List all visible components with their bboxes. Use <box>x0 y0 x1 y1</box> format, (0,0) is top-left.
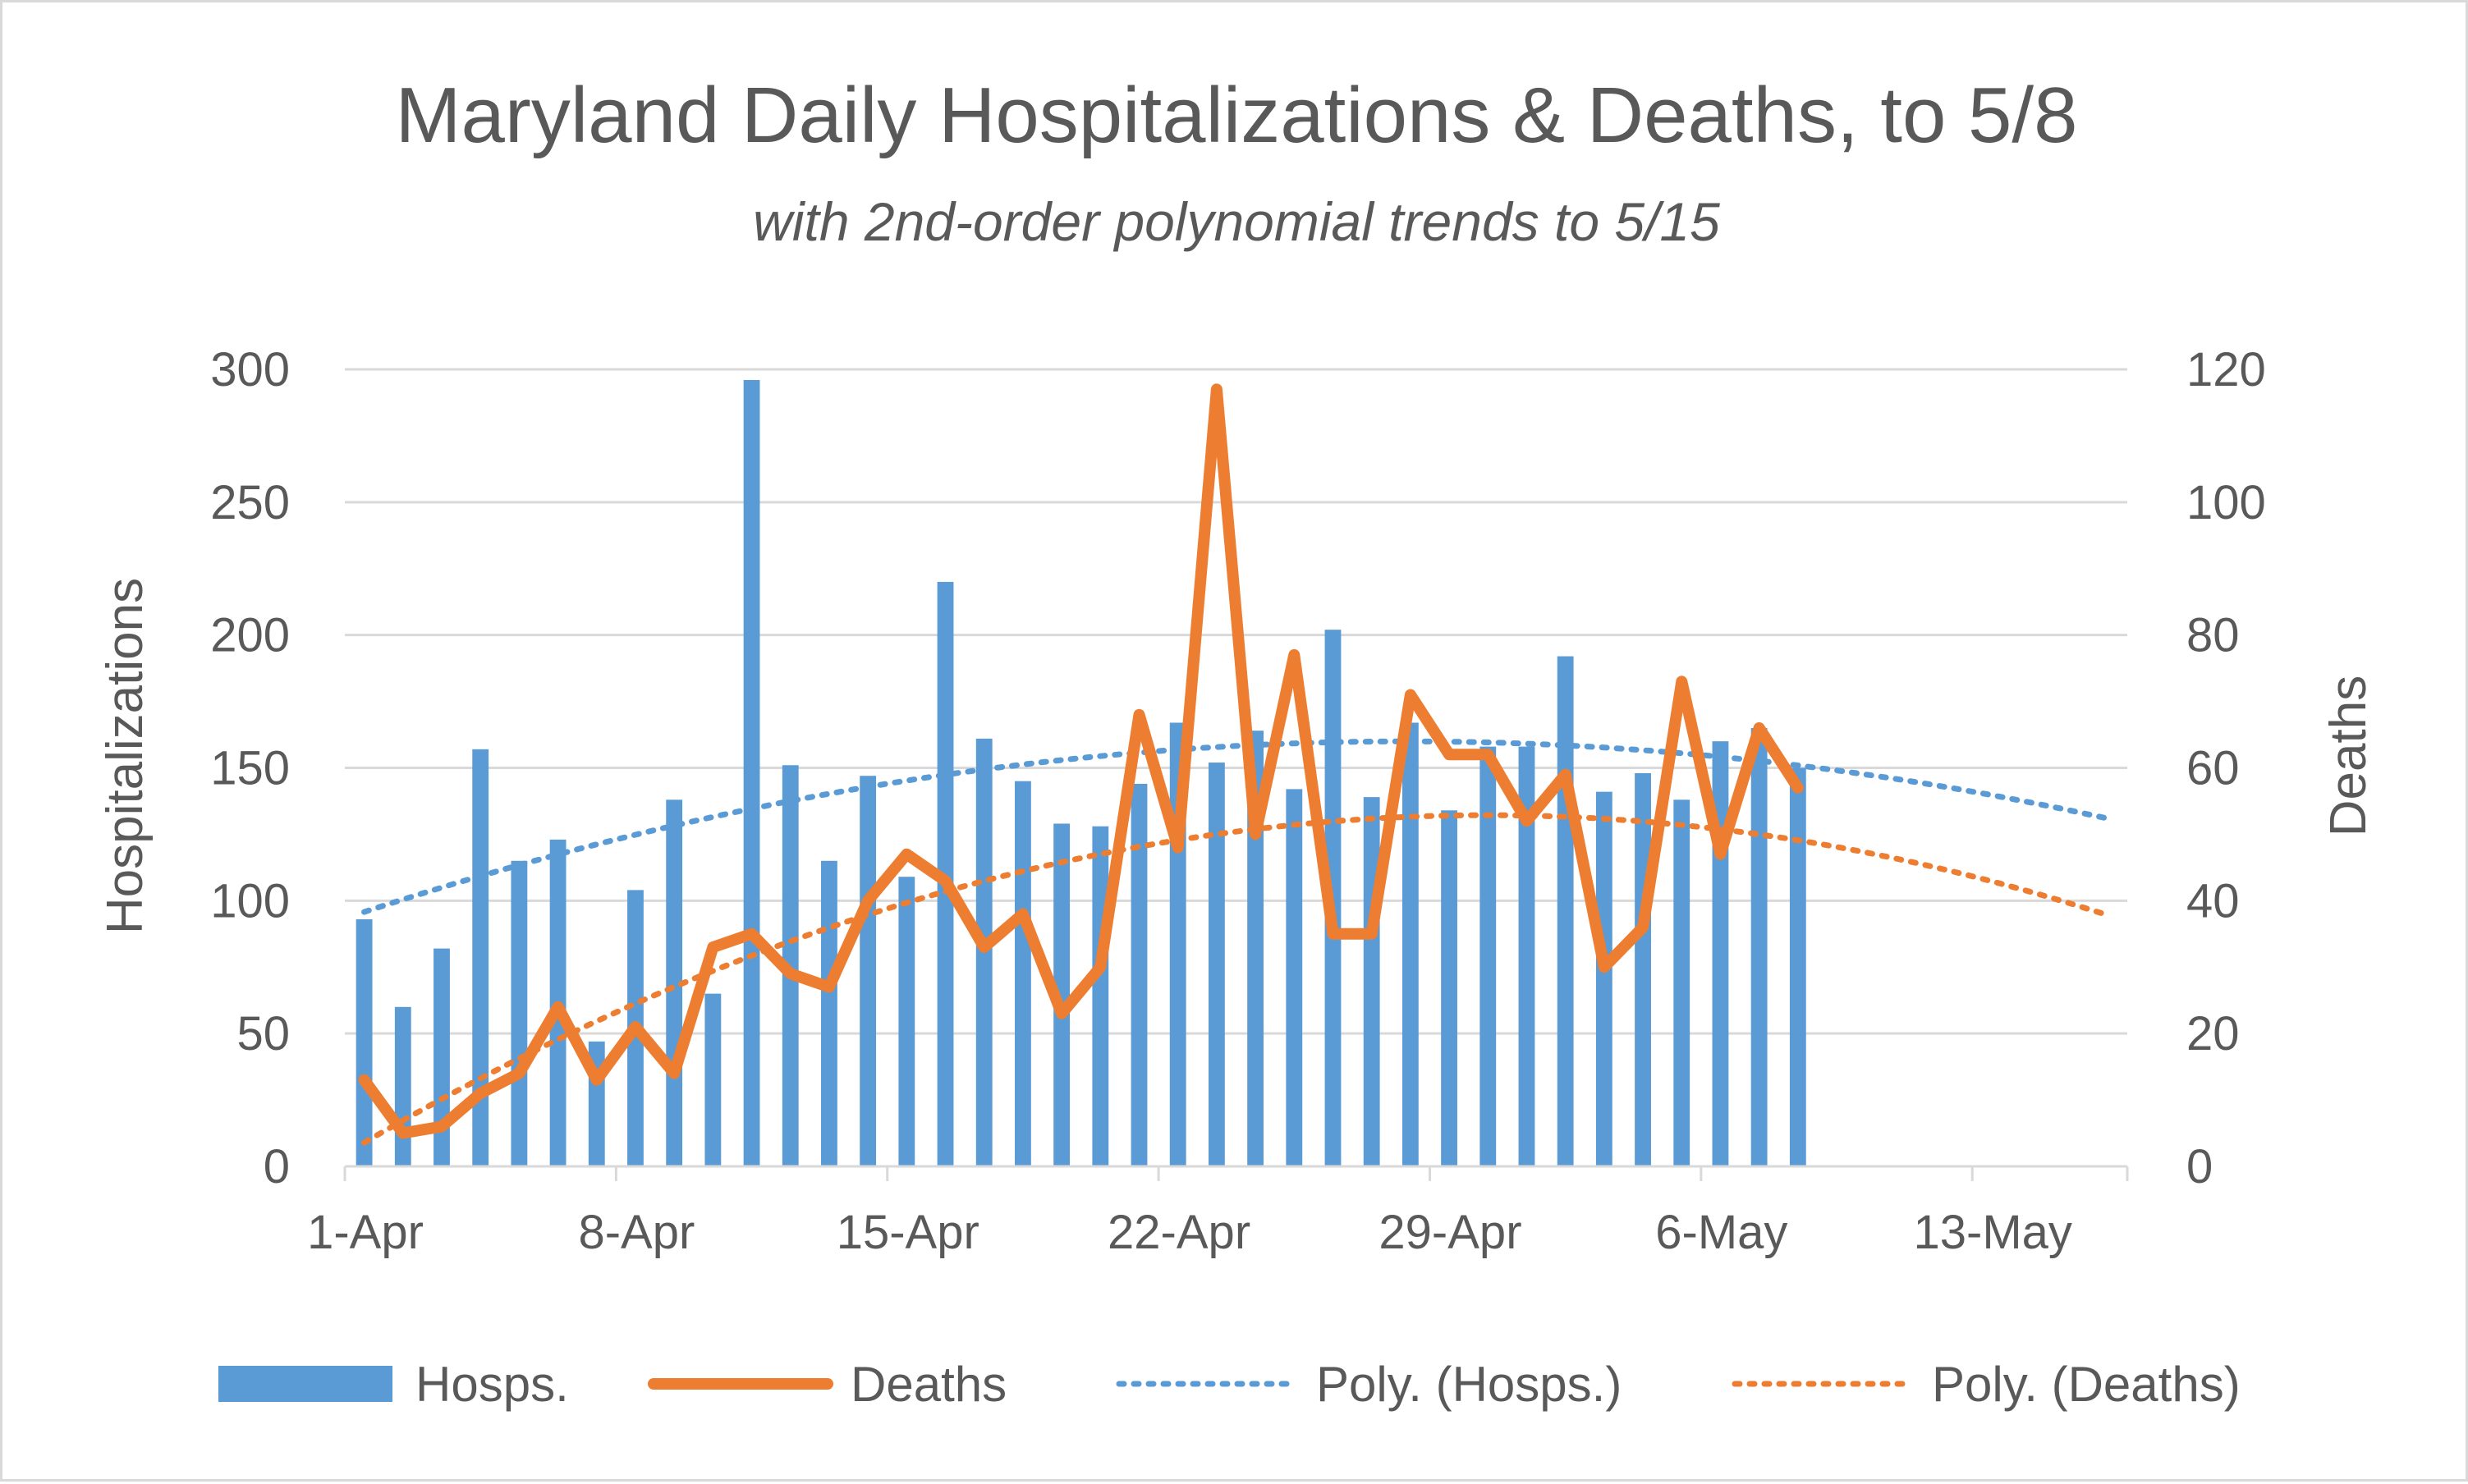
legend-label: Poly. (Deaths) <box>1932 1357 2241 1412</box>
hosps-bar <box>472 749 489 1166</box>
deaths-line <box>358 383 1804 1139</box>
hosps-bar <box>1673 799 1690 1166</box>
x-tick-label: 8-Apr <box>578 1206 695 1259</box>
hosps-bar <box>1286 789 1303 1166</box>
y2-axis-title: Deaths <box>2320 676 2377 836</box>
y2-tick-label: 80 <box>2186 609 2240 662</box>
trend-lines <box>361 738 2111 1146</box>
legend-label: Hosps. <box>415 1357 569 1412</box>
hosps-bar <box>1635 772 1651 1166</box>
hosps-bar <box>1479 746 1497 1166</box>
hosps-bar <box>1092 826 1109 1166</box>
legend-item: Poly. (Deaths) <box>1732 1357 2241 1412</box>
hosps-bar <box>356 918 373 1166</box>
hosps-trend-line <box>361 738 2111 915</box>
legend-item: Hosps. <box>218 1357 569 1412</box>
hosps-bar <box>1750 727 1768 1166</box>
hosps-bar <box>1363 797 1380 1166</box>
legend: Hosps. Deaths Poly. (Hosps.) Poly. (Deaths) <box>218 1357 2241 1412</box>
hosps-bar <box>434 948 450 1166</box>
y-tick-label: 200 <box>210 609 290 662</box>
legend-label: Deaths <box>851 1357 1007 1412</box>
hosps-bar <box>1015 781 1031 1166</box>
hosps-bar <box>860 776 877 1166</box>
x-tick-label: 29-Apr <box>1379 1206 1521 1259</box>
y-tick-label: 150 <box>210 742 290 795</box>
hosps-bar <box>1208 763 1225 1166</box>
y-tick-label: 100 <box>210 874 290 928</box>
hosps-bar <box>1789 767 1806 1166</box>
axes: 0 50 100 150 200 250 300 0 20 40 60 80 100 120 1-Apr 8-… <box>210 343 2266 1259</box>
hosps-bar <box>1441 810 1457 1166</box>
legend-swatch <box>218 1366 392 1402</box>
hosps-bar <box>704 993 722 1166</box>
gridlines <box>345 368 2127 1035</box>
y2-tick-label: 100 <box>2186 476 2266 529</box>
hosps-bar <box>1131 783 1148 1166</box>
y2-tick-label: 20 <box>2186 1007 2240 1060</box>
x-tick-label: 1-Apr <box>307 1206 424 1259</box>
x-tick-label: 6-May <box>1655 1206 1787 1259</box>
hosps-bar <box>743 379 760 1166</box>
y2-tick-label: 60 <box>2186 742 2240 795</box>
x-tick-label: 22-Apr <box>1108 1206 1250 1259</box>
legend-label: Poly. (Hosps.) <box>1316 1357 1622 1412</box>
hosps-bar <box>898 877 915 1166</box>
y-tick-label: 300 <box>210 343 290 396</box>
legend-item: Deaths <box>648 1357 1007 1412</box>
y-tick-label: 50 <box>236 1007 290 1060</box>
y-tick-label: 0 <box>264 1140 290 1193</box>
x-tick-label: 13-May <box>1914 1206 2072 1259</box>
legend-item: Poly. (Hosps.) <box>1116 1357 1622 1412</box>
hosps-bar <box>1518 746 1535 1166</box>
hosps-bar <box>1557 656 1574 1166</box>
hosps-bar <box>1247 731 1264 1166</box>
y2-tick-label: 0 <box>2186 1140 2213 1193</box>
hosps-bar <box>821 860 837 1166</box>
y2-tick-label: 120 <box>2186 343 2266 396</box>
hosps-bar <box>1595 791 1612 1166</box>
hosps-bar <box>511 860 528 1166</box>
y-tick-label: 250 <box>210 476 290 529</box>
hosps-bar <box>1401 722 1419 1166</box>
hosps-bar <box>1053 823 1071 1166</box>
chart-subtitle: with 2nd-order polynomial trends to 5/15 <box>753 191 1720 252</box>
deaths-line-layer <box>358 383 1804 1139</box>
y2-tick-label: 40 <box>2186 874 2240 928</box>
y-axis-title: Hospitalizations <box>97 578 154 934</box>
x-tick-label: 15-Apr <box>837 1206 979 1259</box>
hosps-bar <box>394 1006 411 1166</box>
chart-title: Maryland Daily Hospitalizations & Deaths… <box>396 71 2078 159</box>
deaths-trend-line <box>361 812 2111 1146</box>
